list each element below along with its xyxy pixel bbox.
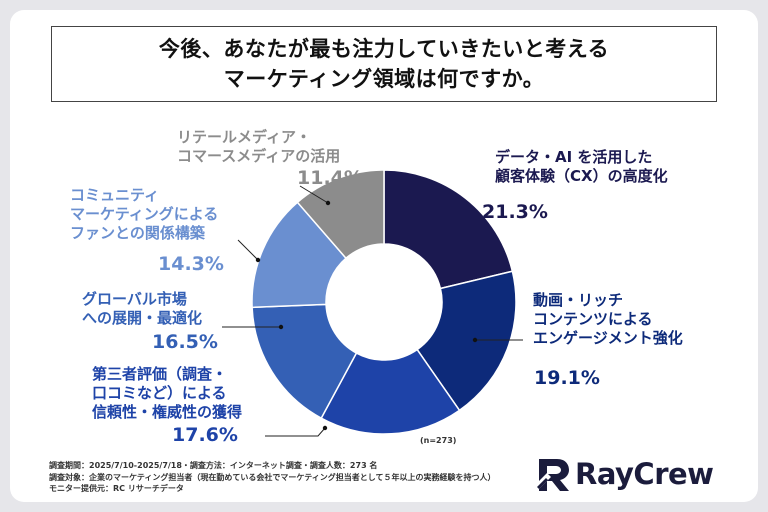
category-label-retail-media: リテールメディア・ コマースメディアの活用 [177, 128, 341, 165]
leader-community [237, 239, 259, 261]
leader-community-dot [255, 257, 261, 263]
category-label-cx: データ・AI を活用した 顧客体験（CX）の高度化 [495, 148, 668, 185]
leader-global-dot [278, 324, 284, 330]
leader-retail-media [299, 185, 329, 204]
category-label-global: グローバル市場 への展開・最適化 [82, 290, 203, 327]
sample-size-label: (n=273) [420, 436, 457, 445]
slice-global [251, 303, 358, 420]
title-box: 今後、あなたが最も注力していきたいと考える マーケティング領域は何ですか。 [51, 26, 717, 102]
leader-third-party-dot [322, 425, 328, 431]
slice-cx [383, 169, 514, 290]
slice-retail-media [296, 169, 385, 260]
chart-title-line-2: マーケティング領域は何ですか。 [223, 67, 545, 91]
value-label-retail-media: 11.4% [297, 167, 363, 189]
survey-footnote: 調査期間：2025/7/10-2025/7/18・調査方法：インターネット調査・… [49, 460, 495, 495]
slice-third-party [320, 348, 461, 435]
value-label-third-party: 17.6% [172, 424, 238, 446]
value-label-global: 16.5% [152, 331, 218, 353]
value-label-cx: 21.3% [482, 201, 548, 223]
category-label-video: 動画・リッチ コンテンツによる エンゲージメント強化 [533, 291, 683, 347]
leader-third-party [265, 427, 326, 437]
leader-video-dot [472, 337, 478, 343]
raycrew-logo: RayCrew [533, 455, 723, 495]
raycrew-logo-mark-icon [535, 459, 569, 491]
slice-video [416, 270, 517, 412]
value-label-community: 14.3% [158, 253, 224, 275]
footnote-target: 調査対象：企業のマーケティング担当者（現在勤めている会社でマーケティング担当者と… [49, 472, 496, 482]
value-label-video: 19.1% [534, 367, 600, 389]
category-label-third-party: 第三者評価（調査・ 口コミなど）による 信頼性・権威性の獲得 [92, 365, 243, 421]
footnote-period: 調査期間：2025/7/10-2025/7/18・調査方法：インターネット調査・… [49, 461, 378, 470]
footnote-source: モニター提供元：RC リサーチデータ [49, 484, 184, 493]
logo-wordmark: RayCrew [575, 457, 714, 491]
leader-retail-media-dot [325, 200, 331, 206]
category-label-community: コミュニティ マーケティングによる ファンとの関係構築 [70, 186, 219, 242]
chart-title-line-1: 今後、あなたが最も注力していきたいと考える [158, 37, 610, 61]
